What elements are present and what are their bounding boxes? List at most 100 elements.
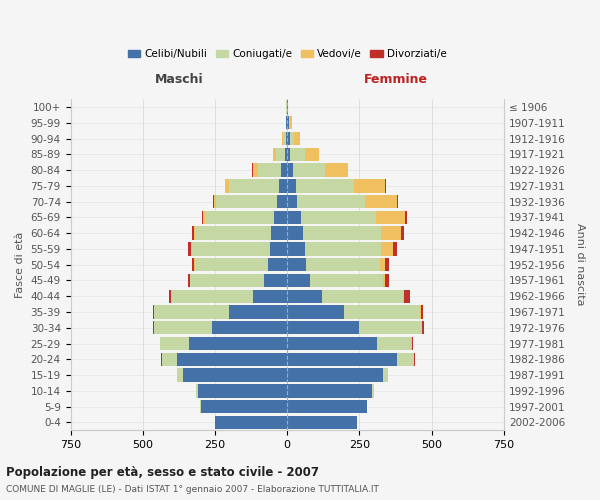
- Bar: [325, 164, 348, 177]
- Bar: [183, 368, 287, 382]
- Bar: [205, 210, 274, 224]
- Bar: [420, 306, 421, 318]
- Bar: [194, 226, 195, 240]
- Bar: [287, 274, 310, 287]
- Bar: [271, 226, 287, 240]
- Bar: [287, 258, 306, 272]
- Bar: [353, 179, 385, 192]
- Bar: [188, 242, 191, 256]
- Bar: [274, 210, 287, 224]
- Bar: [212, 195, 214, 208]
- Bar: [287, 164, 293, 177]
- Bar: [305, 242, 381, 256]
- Bar: [286, 116, 287, 130]
- Bar: [195, 258, 268, 272]
- Bar: [385, 258, 389, 272]
- Bar: [253, 290, 287, 303]
- Bar: [270, 242, 287, 256]
- Bar: [274, 148, 276, 161]
- Bar: [154, 321, 212, 334]
- Bar: [301, 210, 376, 224]
- Bar: [229, 179, 278, 192]
- Bar: [287, 416, 356, 429]
- Bar: [160, 337, 189, 350]
- Bar: [287, 368, 383, 382]
- Bar: [287, 116, 289, 130]
- Y-axis label: Fasce di età: Fasce di età: [15, 232, 25, 298]
- Bar: [287, 290, 322, 303]
- Bar: [203, 210, 205, 224]
- Bar: [404, 290, 410, 303]
- Bar: [305, 148, 319, 161]
- Bar: [285, 148, 287, 161]
- Bar: [393, 242, 397, 256]
- Bar: [287, 384, 373, 398]
- Bar: [290, 116, 292, 130]
- Bar: [376, 210, 405, 224]
- Bar: [286, 132, 287, 145]
- Bar: [303, 226, 381, 240]
- Bar: [287, 242, 305, 256]
- Bar: [385, 274, 389, 287]
- Text: Popolazione per età, sesso e stato civile - 2007: Popolazione per età, sesso e stato civil…: [6, 466, 319, 479]
- Bar: [381, 226, 401, 240]
- Bar: [191, 258, 194, 272]
- Bar: [310, 274, 383, 287]
- Bar: [344, 306, 420, 318]
- Bar: [225, 179, 229, 192]
- Bar: [283, 132, 286, 145]
- Y-axis label: Anni di nascita: Anni di nascita: [575, 224, 585, 306]
- Bar: [200, 400, 287, 413]
- Bar: [229, 306, 287, 318]
- Bar: [195, 226, 271, 240]
- Bar: [172, 290, 253, 303]
- Bar: [287, 400, 367, 413]
- Bar: [153, 306, 154, 318]
- Bar: [197, 384, 287, 398]
- Bar: [189, 337, 287, 350]
- Bar: [403, 290, 404, 303]
- Bar: [412, 337, 413, 350]
- Bar: [383, 368, 388, 382]
- Bar: [161, 352, 178, 366]
- Bar: [287, 352, 397, 366]
- Bar: [397, 352, 415, 366]
- Bar: [405, 210, 407, 224]
- Bar: [178, 352, 287, 366]
- Bar: [268, 258, 287, 272]
- Bar: [192, 242, 270, 256]
- Bar: [401, 226, 404, 240]
- Bar: [381, 242, 393, 256]
- Bar: [296, 179, 353, 192]
- Bar: [154, 306, 229, 318]
- Bar: [359, 321, 422, 334]
- Bar: [276, 148, 285, 161]
- Bar: [298, 195, 365, 208]
- Bar: [421, 306, 424, 318]
- Bar: [290, 148, 305, 161]
- Bar: [259, 164, 281, 177]
- Bar: [287, 210, 301, 224]
- Bar: [287, 226, 303, 240]
- Bar: [202, 210, 203, 224]
- Bar: [287, 179, 296, 192]
- Bar: [287, 132, 290, 145]
- Bar: [212, 321, 287, 334]
- Bar: [306, 258, 380, 272]
- Bar: [217, 195, 277, 208]
- Bar: [190, 274, 264, 287]
- Bar: [377, 337, 412, 350]
- Bar: [289, 116, 290, 130]
- Bar: [215, 416, 287, 429]
- Bar: [397, 195, 398, 208]
- Bar: [373, 384, 374, 398]
- Bar: [281, 164, 287, 177]
- Bar: [287, 148, 290, 161]
- Bar: [287, 195, 298, 208]
- Bar: [278, 179, 287, 192]
- Bar: [322, 290, 403, 303]
- Bar: [365, 195, 397, 208]
- Bar: [196, 384, 197, 398]
- Text: Maschi: Maschi: [155, 74, 203, 86]
- Bar: [293, 164, 325, 177]
